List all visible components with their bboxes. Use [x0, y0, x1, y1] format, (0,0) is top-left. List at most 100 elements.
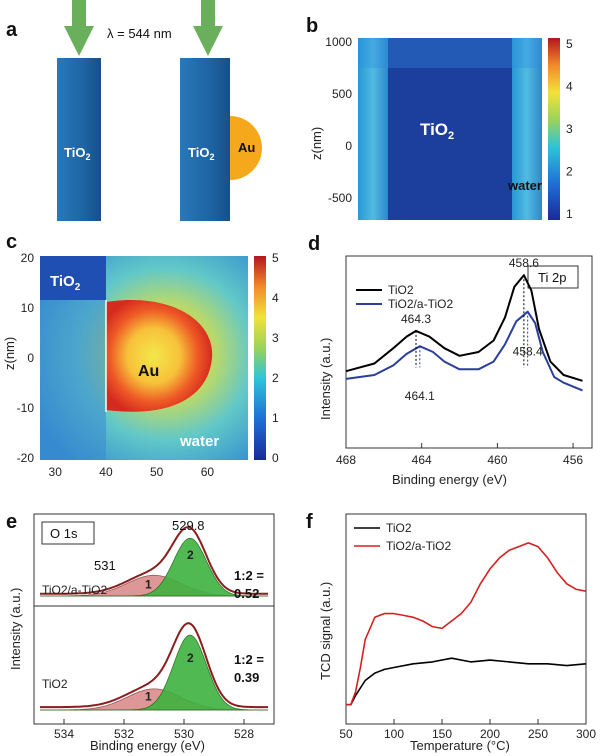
c-au-label: Au	[138, 363, 159, 380]
d-x-tick-2: 460	[487, 453, 507, 467]
f-x-tick-1: 100	[384, 727, 404, 741]
field-map-b-top	[358, 38, 542, 68]
b-tio2-label: TiO	[420, 120, 448, 139]
d-ann-label-1: 464.3	[401, 312, 431, 326]
b-y-tick-3: -500	[328, 191, 352, 205]
field-map-b-right	[512, 38, 542, 220]
svg-text:TiO2: TiO2	[188, 145, 214, 162]
d-ann-label-2: 458.4	[513, 345, 543, 359]
c-water-label: water	[179, 433, 219, 450]
c-y-tick-4: -20	[17, 451, 35, 465]
f-legend-label-2: TiO2/a-TiO2	[386, 539, 451, 553]
c-au-particle	[106, 299, 213, 412]
c-x-tick-2: 50	[150, 465, 164, 479]
field-map-b-core	[388, 38, 512, 220]
c-cb-tick-3: 2	[272, 371, 279, 385]
c-y-ticks: 20 10 0 -10 -20	[17, 251, 35, 465]
f-x-tick-5: 300	[576, 727, 596, 741]
f-ylabel: TCD signal (a.u.)	[318, 582, 333, 680]
svg-text:TiO2: TiO2	[64, 145, 90, 162]
au-label: Au	[238, 140, 255, 155]
d-x-tick-1: 464	[412, 453, 432, 467]
d-ann-label-0: 458.6	[509, 256, 539, 270]
c-ylabel: z(nm)	[2, 337, 17, 370]
panel-letter-b: b	[306, 15, 318, 37]
c-colorbar-ticks: 5 4 3 2 1 0	[272, 251, 279, 465]
f-xlabel: Temperature (°C)	[410, 738, 510, 753]
light-arrow-2	[193, 0, 223, 56]
e-x-tick-0: 534	[54, 727, 74, 741]
b-y-ticks: 1000 500 0 -500	[325, 35, 352, 205]
c-tio2-region	[40, 256, 106, 460]
rod1-sub: 2	[85, 152, 90, 162]
d-series	[345, 274, 583, 392]
e-x-tick-2: 530	[174, 727, 194, 741]
rod2-sub: 2	[209, 152, 214, 162]
rod1-label: TiO	[64, 145, 85, 160]
panel-letter-f: f	[306, 511, 313, 533]
e-xlabel: Binding energy (eV)	[90, 738, 205, 753]
e-ylabel: Intensity (a.u.)	[8, 588, 23, 670]
f-x-tick-2: 150	[432, 727, 452, 741]
d-legend-title-box	[527, 265, 579, 289]
c-tio2-label: TiO	[50, 273, 75, 290]
f-series-line-1	[346, 542, 587, 706]
d-x-tick-0: 468	[336, 453, 356, 467]
tio2-rod-1	[57, 58, 101, 221]
e-legend-title: O 1s	[50, 526, 78, 541]
b-ylabel: z(nm)	[309, 127, 324, 160]
c-x-tick-3: 60	[201, 465, 215, 479]
f-x-tick-3: 200	[480, 727, 500, 741]
c-cb-tick-5: 0	[272, 451, 279, 465]
f-x-ticks: 50 100 150 200 250 300	[339, 719, 596, 741]
c-cb-tick-4: 1	[272, 411, 279, 425]
d-xlabel: Binding energy (eV)	[392, 472, 507, 487]
rod2-label: TiO	[188, 145, 209, 160]
d-ann-label-3: 464.1	[405, 389, 435, 403]
c-cb-tick-0: 5	[272, 251, 279, 265]
panel-f: f TiO2 TiO2/a-TiO2 50 100 150 200 250 300 Tem…	[306, 511, 596, 753]
c-tio2-sub: 2	[75, 282, 81, 293]
svg-text:TiO2: TiO2	[420, 120, 454, 142]
c-y-tick-3: -10	[17, 401, 35, 415]
d-legend: TiO2 TiO2/a-TiO2	[356, 283, 453, 311]
e-ratio-top-value: 0.52	[234, 586, 259, 601]
d-legend-label-2: TiO2/a-TiO2	[388, 297, 453, 311]
e-envelope-1	[40, 622, 268, 709]
field-map-b-left	[358, 38, 388, 220]
e-sample-label-bottom: TiO2	[42, 677, 68, 691]
e-sample-label-top: TiO2/a-TiO2	[42, 583, 107, 597]
c-y-tick-1: 10	[21, 301, 35, 315]
c-colorbar	[254, 256, 266, 460]
f-legend-label-1: TiO2	[386, 521, 412, 535]
f-series-line-0	[346, 657, 587, 706]
e-comp2-label-1: 2	[187, 651, 194, 665]
e-peak-label-2: 529.8	[172, 518, 205, 533]
d-ylabel: Intensity (a.u.)	[318, 338, 333, 420]
e-ratio-top-text: 1:2 =	[234, 568, 264, 583]
d-series-line-1	[345, 310, 583, 392]
f-legend: TiO2 TiO2/a-TiO2	[354, 521, 451, 553]
b-cb-tick-2: 3	[566, 122, 573, 136]
b-y-tick-1: 500	[332, 87, 352, 101]
c-cb-tick-1: 4	[272, 291, 279, 305]
e-plot-frame	[33, 513, 275, 725]
f-x-tick-4: 250	[528, 727, 548, 741]
d-x-tick-3: 456	[563, 453, 583, 467]
b-cb-tick-4: 1	[566, 207, 573, 221]
b-colorbar	[548, 38, 560, 220]
au-particle	[230, 116, 262, 180]
d-series-line-0	[345, 274, 583, 382]
d-plot-frame	[345, 255, 593, 449]
b-water-label: water	[507, 178, 542, 193]
panel-letter-e: e	[6, 511, 17, 533]
f-x-tick-0: 50	[339, 727, 353, 741]
b-colorbar-ticks: 5 4 3 2 1	[566, 37, 573, 221]
light-arrow-1	[64, 0, 94, 56]
d-legend-label-1: TiO2	[388, 283, 414, 297]
b-tio2-sub: 2	[448, 130, 454, 142]
panel-letter-c: c	[6, 231, 17, 253]
